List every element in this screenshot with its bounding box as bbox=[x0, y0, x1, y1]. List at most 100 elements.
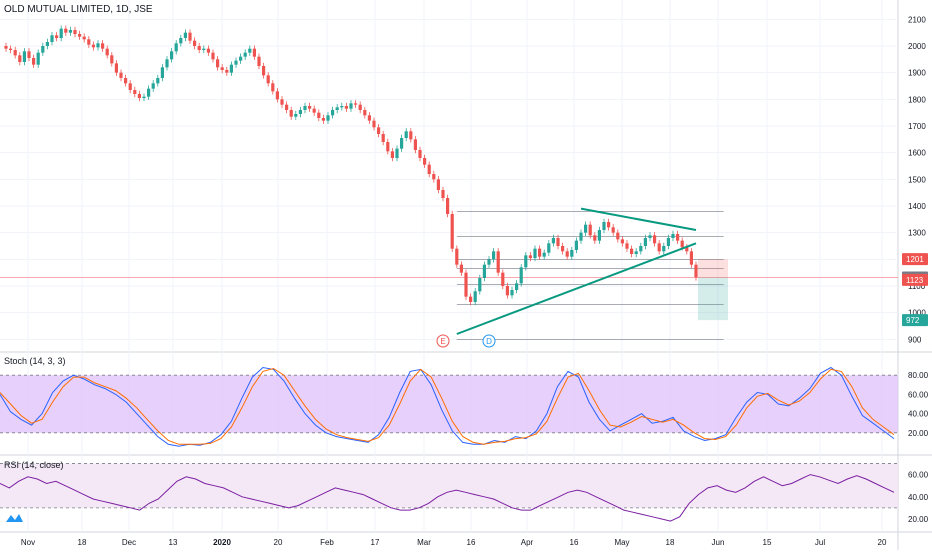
candle bbox=[225, 70, 229, 73]
candle bbox=[271, 83, 275, 92]
candle bbox=[459, 264, 463, 273]
candle bbox=[206, 48, 210, 53]
candle bbox=[128, 83, 132, 90]
price-axis-label: 1500 bbox=[908, 175, 926, 184]
candle bbox=[381, 134, 385, 142]
candle bbox=[588, 224, 592, 236]
price-axis-label: 1700 bbox=[908, 122, 926, 131]
candle bbox=[390, 151, 394, 158]
time-axis-label: 16 bbox=[467, 538, 476, 547]
candle bbox=[593, 235, 597, 241]
rsi-band bbox=[0, 463, 898, 508]
candle bbox=[308, 106, 312, 109]
candle bbox=[252, 48, 256, 57]
candle bbox=[505, 286, 509, 296]
candle bbox=[294, 114, 298, 117]
time-axis-label: Apr bbox=[521, 538, 534, 547]
price-axis-label: 1100 bbox=[908, 282, 926, 291]
time-axis-label: 18 bbox=[78, 538, 87, 547]
time-axis-label: 2020 bbox=[213, 538, 231, 547]
candle bbox=[427, 164, 431, 174]
candle bbox=[160, 67, 164, 78]
stoch-axis-label: 20.00 bbox=[908, 429, 929, 438]
price-tag-label: 1201 bbox=[906, 255, 924, 264]
trendline-layer[interactable] bbox=[456, 207, 697, 335]
candle bbox=[492, 251, 496, 260]
candle bbox=[630, 248, 634, 254]
candle bbox=[344, 106, 348, 109]
candle bbox=[625, 243, 629, 249]
axes-layer: 9001000110012001300140015001600170018001… bbox=[21, 15, 929, 547]
candle bbox=[105, 48, 109, 56]
candle bbox=[211, 52, 215, 60]
candle bbox=[510, 290, 514, 296]
candle bbox=[124, 78, 128, 84]
candle bbox=[561, 246, 565, 252]
candle bbox=[101, 43, 105, 49]
candle bbox=[565, 251, 569, 257]
candle bbox=[584, 224, 588, 233]
stoch-axis-label: 40.00 bbox=[908, 410, 929, 419]
candle bbox=[183, 32, 187, 38]
trendline bbox=[580, 207, 697, 231]
candle bbox=[4, 46, 8, 49]
candle bbox=[50, 35, 54, 42]
candle bbox=[519, 267, 523, 284]
risk-box bbox=[698, 259, 728, 278]
candle bbox=[285, 104, 289, 110]
candle bbox=[197, 46, 201, 50]
candle bbox=[257, 56, 261, 66]
candle bbox=[326, 115, 330, 121]
candle bbox=[496, 251, 500, 273]
candle bbox=[689, 251, 693, 265]
rsi-axis-label: 60.00 bbox=[908, 471, 929, 480]
candle bbox=[377, 127, 381, 134]
candle bbox=[528, 255, 532, 258]
price-axis-label: 1800 bbox=[908, 95, 926, 104]
candle bbox=[202, 48, 206, 50]
candle bbox=[317, 112, 321, 118]
candle bbox=[68, 30, 72, 33]
time-axis-label: Jun bbox=[712, 538, 725, 547]
stoch-d-line bbox=[0, 367, 895, 445]
time-axis-label: 20 bbox=[274, 538, 283, 547]
stoch-band bbox=[0, 375, 898, 433]
price-tag bbox=[902, 314, 928, 327]
candle bbox=[45, 42, 49, 46]
stoch-pane-label: Stoch (14, 3, 3) bbox=[4, 356, 66, 366]
price-axis-label: 1000 bbox=[908, 309, 926, 318]
candle bbox=[662, 246, 666, 252]
candle bbox=[275, 91, 279, 100]
candle bbox=[386, 142, 390, 152]
candle-series bbox=[4, 25, 728, 321]
candle bbox=[151, 83, 155, 89]
time-axis-label: Nov bbox=[21, 538, 35, 547]
candle bbox=[400, 138, 404, 149]
candle bbox=[455, 248, 459, 265]
candle bbox=[298, 110, 302, 114]
candle bbox=[436, 179, 440, 190]
candle bbox=[639, 246, 643, 252]
candle bbox=[685, 247, 689, 252]
rsi-line bbox=[0, 474, 895, 522]
candle bbox=[64, 28, 68, 33]
candle bbox=[188, 32, 192, 41]
time-axis-label: 18 bbox=[666, 538, 675, 547]
oscillator-lines bbox=[0, 366, 895, 522]
candle bbox=[266, 75, 270, 84]
time-axis-label: 15 bbox=[763, 538, 772, 547]
candle bbox=[59, 28, 63, 38]
candle bbox=[91, 44, 95, 48]
time-axis-label: 13 bbox=[169, 538, 178, 547]
candle bbox=[73, 30, 77, 34]
candle bbox=[648, 235, 652, 238]
time-axis-label: Jul bbox=[815, 538, 825, 547]
candle bbox=[335, 107, 339, 110]
price-axis-label: 2000 bbox=[908, 42, 926, 51]
candle bbox=[413, 139, 417, 150]
time-axis-label: 16 bbox=[570, 538, 579, 547]
time-axis-label: Mar bbox=[417, 538, 431, 547]
candle bbox=[41, 46, 45, 53]
